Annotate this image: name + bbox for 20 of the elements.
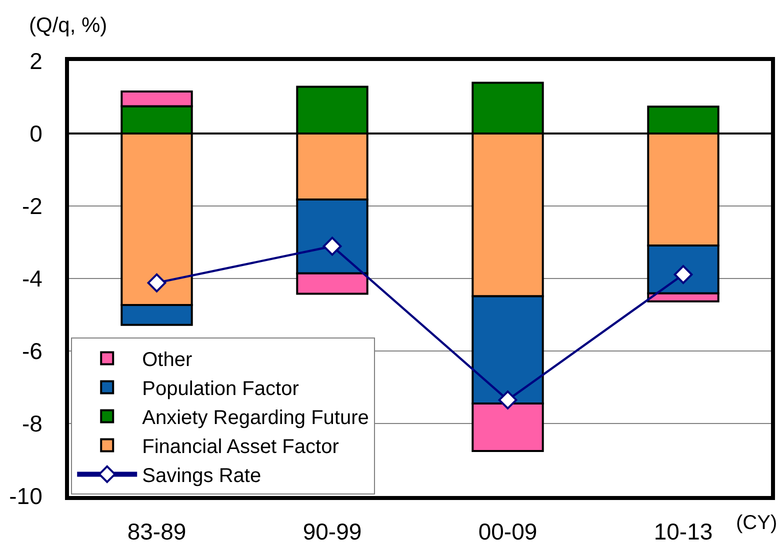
- x-axis-title: (CY): [736, 512, 778, 534]
- y-tick-label: -2: [22, 193, 42, 220]
- legend-label: Other: [142, 348, 192, 371]
- legend-label: Savings Rate: [142, 464, 262, 487]
- y-tick-label: 0: [30, 120, 42, 147]
- y-tick-label: -6: [22, 338, 42, 364]
- x-tick-label: 10-13: [654, 518, 713, 545]
- x-tick-label: 83-89: [127, 518, 186, 545]
- legend-label: Anxiety Regarding Future: [142, 406, 369, 429]
- x-tick-label: 00-09: [478, 518, 538, 545]
- point: [147, 273, 166, 292]
- y-tick-label: -8: [22, 410, 42, 437]
- point: [498, 390, 518, 410]
- y-tick-label: -10: [9, 483, 42, 510]
- y-axis-title: (Q/q, %): [29, 14, 108, 37]
- y-tick-label: 2: [30, 48, 42, 74]
- legend-label: Financial Asset Factor: [142, 436, 340, 458]
- x-tick-label: 90-99: [302, 518, 362, 545]
- legend-label: Population Factor: [142, 378, 300, 400]
- y-tick-label: -4: [22, 266, 43, 292]
